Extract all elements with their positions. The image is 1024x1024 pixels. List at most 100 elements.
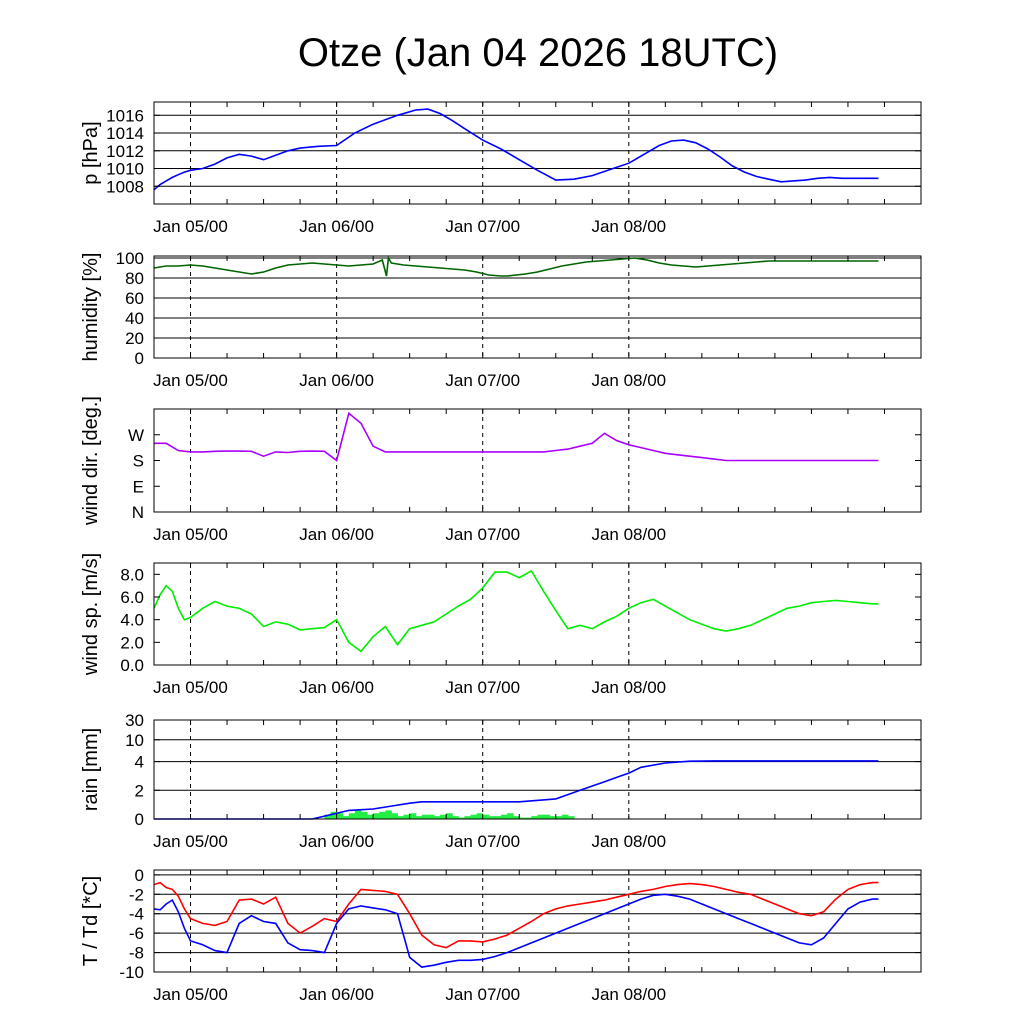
panel-5: -10-8-6-4-20 T / Td [*C] Jan 05/00 Jan 06/0… [80,866,922,1004]
rain-bar [531,816,538,819]
series-line-0 [154,411,879,462]
x-tick-label: Jan 07/00 [445,985,520,1004]
x-tick-label: Jan 06/00 [299,371,374,390]
y-tick-label: 0 [135,866,144,885]
y-tick-label: 4.0 [120,611,144,630]
rain-bar [549,816,557,819]
x-tick-label: Jan 08/00 [591,832,666,851]
y-tick-label: -6 [129,924,144,943]
rain-bar [561,814,569,819]
rain-bar [482,814,490,819]
rain-bar [555,816,563,819]
y-tick-label: 0 [135,810,144,829]
y-axis-label: T / Td [*C] [80,876,102,966]
rain-bar [446,813,453,819]
rain-bar [360,811,368,819]
rain-bar [373,813,380,819]
y-tick-label: E [133,477,144,496]
x-tick-label: Jan 07/00 [445,525,520,544]
rain-bar [336,813,344,819]
y-axis-label: p [hPa] [80,121,102,184]
rain-bar [525,817,532,819]
y-tick-label: 1012 [106,142,144,161]
y-tick-label: 30 [125,711,144,730]
y-tick-label: 1008 [106,177,144,196]
plot-frame [153,869,922,973]
rain-bar [348,813,356,819]
x-tick-label: Jan 08/00 [591,525,666,544]
rain-bar [464,816,472,819]
x-tick-label: Jan 05/00 [153,678,228,697]
y-axis-label: wind sp. [m/s] [80,553,102,676]
x-tick-label: Jan 06/00 [299,217,374,236]
series-line-0 [153,881,879,949]
chart-title: Otze (Jan 04 2026 18UTC) [298,31,778,75]
x-tick-label: Jan 06/00 [299,525,374,544]
rain-bar [452,816,459,819]
rain-bar [342,816,350,819]
x-tick-label: Jan 06/00 [299,678,374,697]
y-tick-label: 80 [125,269,144,288]
y-tick-label: 1010 [106,160,144,179]
panel-3: 0.0 2.0 4.0 6.0 8.0 wind sp. [m/s] Jan 05/00 Ja… [80,553,922,697]
x-tick-label: Jan 07/00 [445,371,520,390]
rain-bar [391,813,398,819]
rain-bar [537,814,545,819]
x-tick-label: Jan 05/00 [153,371,228,390]
rain-bar [397,816,405,819]
rain-bar [379,811,386,819]
y-tick-label: 10 [125,731,144,750]
y-tick-label: W [128,426,144,445]
y-tick-label: N [132,503,144,522]
x-tick-label: Jan 07/00 [445,217,520,236]
x-tick-label: Jan 07/00 [445,678,520,697]
y-tick-label: S [133,452,144,471]
series-line-0 [153,108,879,191]
y-tick-label: 40 [125,309,144,328]
plot-frame [153,719,922,820]
rain-bar [500,814,508,819]
y-tick-label: -10 [119,963,144,982]
y-tick-label: 0.0 [120,656,144,675]
rain-bar [513,816,520,819]
series-line-1 [153,893,879,968]
y-axis-label: rain [mm] [80,728,102,811]
x-tick-label: Jan 07/00 [445,832,520,851]
y-tick-label: 20 [125,329,144,348]
y-tick-label: 1016 [106,106,144,125]
rain-bar [470,814,478,819]
rain-bar [354,810,362,819]
rain-bar [440,814,447,819]
plot-frame [153,562,922,666]
rain-bar [567,816,575,819]
y-axis-label: wind dir. [deg.] [80,396,102,526]
y-tick-label: 1014 [106,124,144,143]
y-tick-label: 2.0 [120,633,144,652]
series-line-0 [154,760,879,820]
x-tick-label: Jan 08/00 [591,985,666,1004]
x-tick-label: Jan 08/00 [591,371,666,390]
rain-bar [403,814,411,819]
x-tick-label: Jan 05/00 [153,985,228,1004]
rain-bar [421,814,429,819]
rain-bar [427,814,435,819]
y-tick-label: -8 [129,944,144,963]
y-tick-label: -4 [129,905,144,924]
rain-bar [476,813,484,819]
rain-bar [330,811,338,819]
y-tick-label: 4 [135,753,144,772]
y-tick-label: -2 [129,885,144,904]
y-tick-label: 8.0 [120,565,144,584]
rain-bar [458,817,465,819]
rain-bar [324,814,332,819]
y-tick-label: 0 [135,349,144,368]
rain-bar [434,816,441,819]
x-tick-label: Jan 08/00 [591,217,666,236]
plot-frame [153,101,922,205]
series-line-0 [153,255,879,277]
